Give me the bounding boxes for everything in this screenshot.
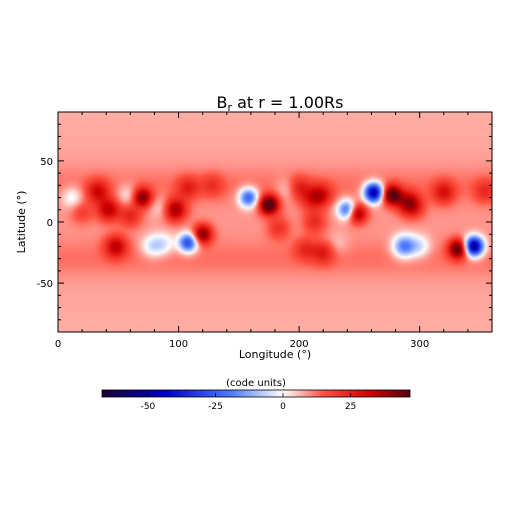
colorbar-label: (code units): [226, 378, 286, 389]
chart-title: Br at r = 1.00Rs: [217, 93, 344, 114]
x-tick-label: 0: [55, 339, 61, 350]
y-tick-label: 0: [47, 218, 53, 229]
title-subscript: r: [227, 101, 232, 114]
x-tick-label: 100: [169, 339, 188, 350]
y-axis: -50 0 50: [37, 123, 492, 321]
title-rest: at r = 1.00Rs: [232, 93, 343, 112]
colorbar-tick-label: 0: [280, 402, 286, 412]
x-tick-label: 200: [290, 339, 309, 350]
colorbar-tick-label: 25: [345, 402, 356, 412]
x-tick-label: 300: [410, 339, 429, 350]
heatmap-image: [58, 112, 492, 332]
y-axis-label: Latitude (°): [15, 191, 28, 254]
x-axis: 0 100 200 300: [55, 112, 493, 350]
colorbar-ticks: -50 -25 0 25: [141, 393, 356, 412]
colorbar: [101, 389, 411, 398]
colorbar-tick-label: -25: [208, 402, 223, 412]
y-tick-label: -50: [37, 279, 53, 290]
x-axis-label: Longitude (°): [239, 348, 311, 361]
title-main: B: [217, 93, 228, 112]
colorbar-tick-label: -50: [141, 402, 156, 412]
y-tick-label: 50: [40, 157, 53, 168]
